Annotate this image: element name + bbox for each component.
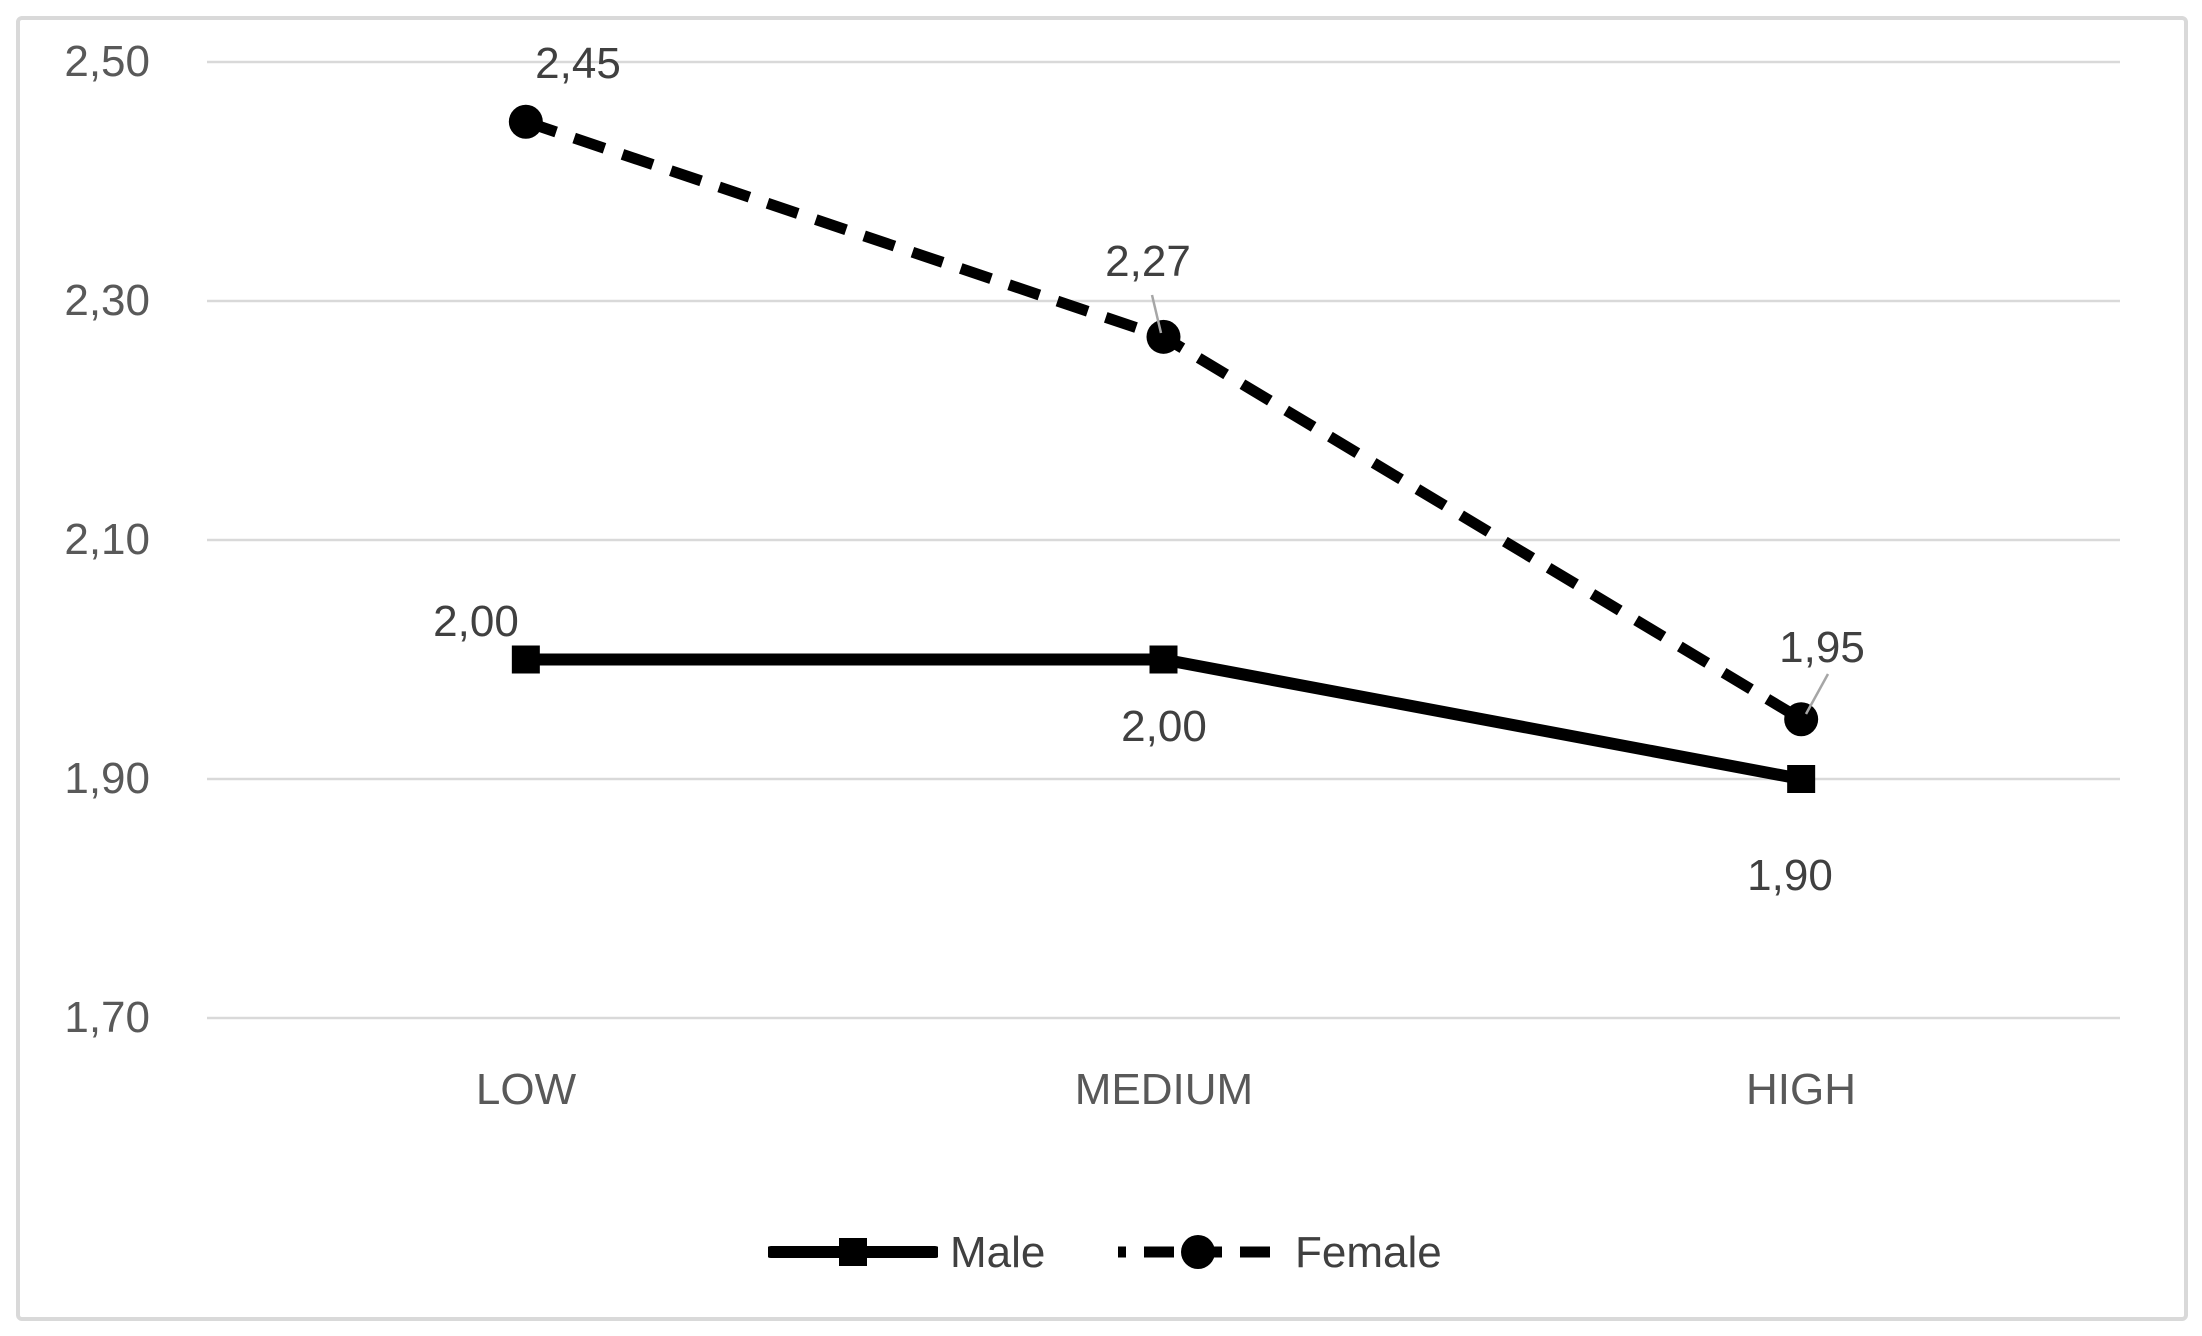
- marker-female-low: [508, 104, 543, 139]
- leader-line: [1150, 294, 1163, 334]
- female-circle-marker-icon: [1181, 1235, 1215, 1269]
- marker-female-medium: [1146, 319, 1181, 354]
- chart-border: [16, 16, 2188, 1321]
- x-category-label: LOW: [475, 1065, 577, 1114]
- legend-label-male: Male: [950, 1228, 1046, 1277]
- leader-line: [1804, 673, 1830, 715]
- y-tick-label: 1,70: [64, 993, 150, 1042]
- legend-label-female: Female: [1295, 1228, 1442, 1277]
- y-tick-label: 2,50: [64, 37, 150, 86]
- marker-male-high: [1787, 765, 1816, 793]
- marker-male-medium: [1149, 645, 1178, 674]
- series-line-female: [524, 116, 1804, 724]
- x-category-label: HIGH: [1746, 1065, 1856, 1114]
- legend-male-sample: [768, 1238, 938, 1266]
- data-label-male-low: 2,00: [433, 597, 519, 646]
- data-label-male-high: 1,90: [1747, 851, 1833, 900]
- x-category-label: MEDIUM: [1074, 1065, 1254, 1114]
- marker-male-low: [511, 645, 540, 674]
- marker-female-high: [1784, 702, 1819, 737]
- data-label-female-low: 2,45: [535, 39, 621, 88]
- legend-female-sample: [1118, 1235, 1282, 1269]
- y-tick-label: 1,90: [64, 754, 150, 803]
- y-tick-label: 2,30: [64, 276, 150, 325]
- data-label-male-medium: 2,00: [1121, 702, 1207, 751]
- data-label-female-high: 1,95: [1779, 623, 1865, 672]
- male-square-marker-icon: [839, 1238, 867, 1266]
- data-label-female-medium: 2,27: [1105, 237, 1191, 286]
- y-tick-label: 2,10: [64, 515, 150, 564]
